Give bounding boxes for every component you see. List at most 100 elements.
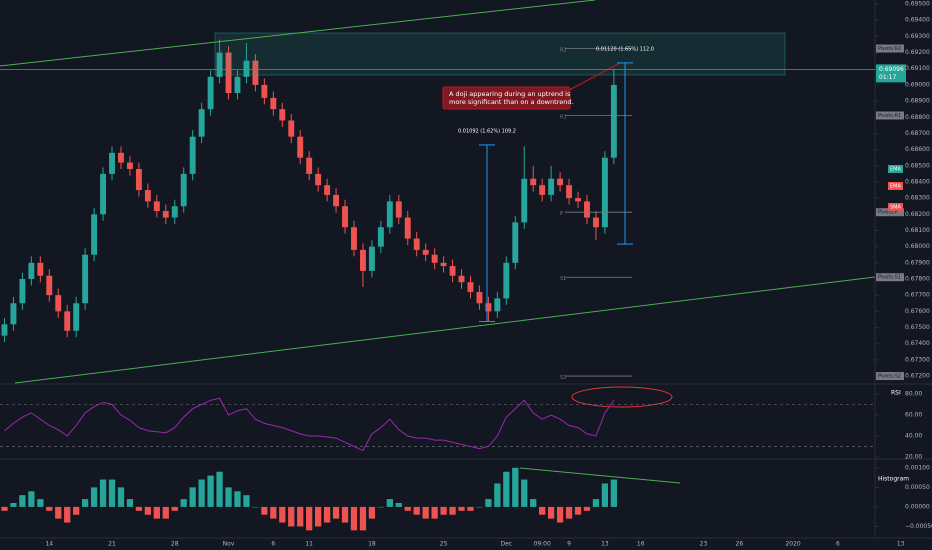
y-tick-label: 0.67500 bbox=[905, 324, 930, 331]
last-price-label: 0.69096 bbox=[879, 66, 904, 73]
candle-body bbox=[368, 246, 375, 271]
candle-body bbox=[557, 178, 564, 186]
candle-body bbox=[162, 211, 169, 218]
hist-bar bbox=[530, 499, 537, 507]
y-tick-label: 0.67900 bbox=[905, 259, 930, 266]
pivot-badge bbox=[876, 273, 904, 282]
candle-body bbox=[216, 52, 223, 77]
y-tick-label: 0.69200 bbox=[905, 49, 930, 56]
hist-bar bbox=[64, 506, 71, 523]
candle-body bbox=[279, 109, 286, 121]
candle-body bbox=[566, 185, 573, 199]
channel-lower bbox=[14, 276, 876, 384]
indicator-badge-label: SMA bbox=[890, 205, 901, 211]
candle-body bbox=[288, 120, 295, 137]
hist-bar bbox=[117, 487, 125, 507]
candle-body bbox=[530, 178, 537, 186]
pivot-badge-label: Pivots:S1 bbox=[878, 275, 901, 281]
y-tick-label: 0.69500 bbox=[905, 1, 930, 8]
channel-upper bbox=[0, 0, 596, 67]
x-tick-label: 16 bbox=[637, 541, 645, 548]
hist-tick-label: −0.00050 bbox=[905, 523, 932, 530]
countdown-label: 01:17 bbox=[879, 74, 896, 81]
hist-bar bbox=[521, 479, 528, 507]
hist-bar bbox=[19, 495, 26, 507]
candle-body bbox=[503, 262, 510, 299]
x-tick-label: 11 bbox=[305, 541, 313, 548]
candle-body bbox=[270, 97, 277, 110]
candle-body bbox=[225, 52, 232, 94]
hist-bar bbox=[368, 506, 376, 519]
candle-body bbox=[297, 136, 304, 158]
hist-bar bbox=[198, 479, 205, 507]
candle-body bbox=[521, 178, 528, 223]
candle-body bbox=[575, 198, 581, 202]
x-tick-label: 9 bbox=[567, 541, 571, 548]
indicator-badge bbox=[888, 182, 903, 190]
hist-bar bbox=[126, 499, 134, 507]
x-tick-label: 26 bbox=[736, 541, 744, 548]
hist-bar bbox=[565, 506, 573, 519]
candle-body bbox=[386, 201, 393, 228]
candle-body bbox=[180, 173, 187, 207]
y-tick-label: 0.67600 bbox=[905, 308, 930, 315]
pivot-badge-label: Pivots:R1 bbox=[878, 113, 901, 119]
hist-bar bbox=[574, 506, 582, 515]
hist-bar bbox=[377, 506, 385, 508]
y-tick-label: 0.68700 bbox=[905, 130, 930, 137]
pivot-badge-label: Pivots:S2 bbox=[878, 374, 901, 380]
hist-bar bbox=[306, 506, 313, 531]
candle-body bbox=[592, 217, 599, 228]
candle-body bbox=[458, 275, 465, 283]
hist-bar bbox=[261, 506, 268, 515]
hist-bar bbox=[37, 499, 44, 507]
hist-bar bbox=[539, 506, 546, 515]
rsi-line bbox=[4, 397, 615, 452]
x-tick-label: 13 bbox=[897, 541, 905, 548]
candle-body bbox=[1, 324, 8, 336]
x-tick-label: Dec bbox=[501, 541, 513, 548]
candle-body bbox=[548, 178, 555, 195]
x-tick-label: 18 bbox=[368, 541, 376, 548]
histogram-trendline bbox=[519, 467, 681, 484]
hist-bar bbox=[243, 495, 250, 507]
y-tick-label: 0.68000 bbox=[905, 243, 930, 250]
hist-bar bbox=[341, 506, 349, 523]
pivot-name: S2 bbox=[560, 375, 566, 381]
indicator-badge bbox=[888, 203, 903, 211]
candle-body bbox=[422, 249, 429, 255]
x-tick-label: 28 bbox=[171, 541, 179, 548]
candle-body bbox=[207, 76, 214, 110]
hist-tick-label: 0.00050 bbox=[905, 484, 930, 491]
pivot-name: R1 bbox=[560, 114, 567, 120]
y-tick-label: 0.68800 bbox=[905, 114, 930, 121]
candle-body bbox=[440, 262, 447, 267]
annotation-text: more significant than on a downtrend. bbox=[449, 98, 574, 106]
hist-bar bbox=[610, 479, 618, 507]
rsi-highlight bbox=[571, 386, 673, 408]
hist-bar bbox=[494, 483, 501, 507]
pivot-badge-label: Pivots:P bbox=[878, 210, 898, 216]
hist-bar bbox=[431, 506, 438, 519]
indicator-badge-label: EMA bbox=[890, 167, 901, 173]
candle-body bbox=[234, 76, 241, 94]
x-tick-label: 21 bbox=[108, 541, 116, 548]
indicator-badge bbox=[888, 165, 903, 173]
y-tick-label: 0.68400 bbox=[905, 178, 930, 185]
hist-bar bbox=[485, 499, 492, 507]
hist-bar bbox=[512, 467, 519, 507]
candle-body bbox=[64, 311, 71, 331]
candle-body bbox=[261, 84, 268, 98]
rsi-tick-label: 40.00 bbox=[905, 432, 922, 439]
candle-body bbox=[485, 303, 492, 312]
hist-bar bbox=[144, 506, 152, 515]
x-tick-label: Nov bbox=[223, 541, 235, 548]
candle-body bbox=[610, 84, 617, 158]
y-tick-label: 0.68900 bbox=[905, 98, 930, 105]
candle-body bbox=[395, 201, 402, 218]
hist-bar bbox=[413, 506, 420, 515]
candle-body bbox=[342, 206, 348, 228]
rsi-title: RSI bbox=[891, 390, 901, 397]
hist-bar bbox=[99, 479, 107, 507]
